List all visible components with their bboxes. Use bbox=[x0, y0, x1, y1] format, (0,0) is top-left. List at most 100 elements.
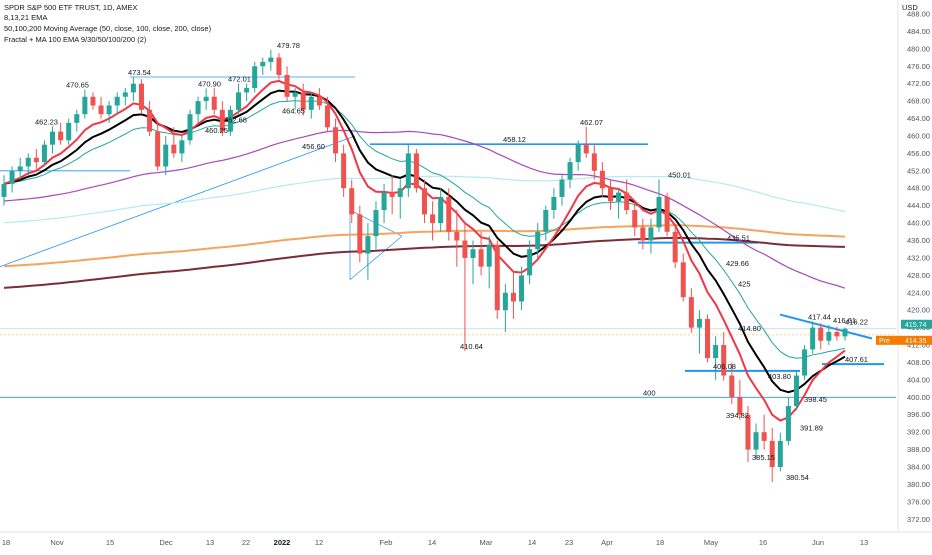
candle-body bbox=[810, 327, 816, 350]
candle-body bbox=[688, 297, 694, 328]
ma100-line bbox=[3, 175, 846, 224]
candle-body bbox=[438, 196, 444, 224]
price-annotation: 406.08 bbox=[713, 362, 736, 371]
candle-body bbox=[713, 345, 719, 359]
candle-body bbox=[591, 153, 597, 171]
candle-body bbox=[147, 109, 153, 132]
candle-body bbox=[50, 131, 56, 145]
wedge-upper-line bbox=[779, 313, 873, 340]
candle-body bbox=[486, 244, 492, 267]
candle-body bbox=[130, 83, 136, 93]
ma200-line bbox=[3, 236, 846, 289]
y-tick-label: 384.00 bbox=[907, 463, 930, 472]
y-tick-label: 464.00 bbox=[907, 114, 930, 123]
x-tick-label: 23 bbox=[565, 538, 573, 547]
candle-body bbox=[9, 170, 15, 184]
candle-body bbox=[640, 227, 646, 241]
candle-body bbox=[252, 66, 258, 89]
candle-body bbox=[389, 192, 395, 197]
price-annotation: 462.23 bbox=[35, 117, 58, 126]
y-tick-label: 452.00 bbox=[907, 166, 930, 175]
candle-body bbox=[777, 440, 783, 468]
candle-body bbox=[583, 144, 589, 154]
candle-body bbox=[381, 192, 387, 211]
candle-body bbox=[114, 96, 120, 106]
x-tick-label: Dec bbox=[159, 538, 173, 547]
y-tick-label: 420.00 bbox=[907, 306, 930, 315]
price-annotation: 456.60 bbox=[302, 142, 325, 151]
candle-body bbox=[179, 140, 185, 154]
price-annotation: 464.65 bbox=[282, 107, 305, 116]
candle-body bbox=[25, 157, 31, 167]
candles bbox=[1, 49, 848, 483]
candle-body bbox=[195, 101, 201, 115]
candle-body bbox=[834, 331, 840, 337]
candle-body bbox=[535, 231, 541, 250]
candle-body bbox=[365, 236, 371, 254]
candle-body bbox=[66, 122, 72, 141]
candle-body bbox=[397, 188, 403, 197]
candle-body bbox=[33, 157, 39, 163]
candle-body bbox=[648, 227, 654, 241]
y-tick-label: 388.00 bbox=[907, 445, 930, 454]
candle-body bbox=[567, 162, 573, 180]
candle-body bbox=[357, 214, 363, 254]
x-tick-label: Apr bbox=[601, 538, 613, 547]
candle-body bbox=[802, 349, 808, 376]
price-annotation: 450.01 bbox=[668, 170, 691, 179]
x-tick-label: 14 bbox=[528, 538, 536, 547]
candle-body bbox=[737, 397, 743, 415]
candle-body bbox=[430, 214, 436, 224]
candle-body bbox=[82, 96, 88, 115]
ema-legend[interactable]: 8,13,21 EMA bbox=[4, 13, 48, 22]
y-tick-label: 456.00 bbox=[907, 149, 930, 158]
candle-body bbox=[721, 345, 727, 376]
fractal-legend[interactable]: Fractal + MA 100 EMA 9/30/50/100/200 (2) bbox=[4, 35, 147, 44]
y-tick-label: 472.00 bbox=[907, 79, 930, 88]
y-tick-label: 468.00 bbox=[907, 97, 930, 106]
candle-body bbox=[106, 105, 112, 115]
candle-body bbox=[58, 131, 64, 141]
candle-body bbox=[454, 231, 460, 241]
last-price-text: 415.74 bbox=[905, 322, 927, 329]
price-badges: 415.74 Pre 414.35 bbox=[876, 319, 932, 345]
ma-legend[interactable]: 50,100,200 Moving Average (50, close, 10… bbox=[4, 24, 212, 33]
candle-body bbox=[227, 109, 233, 132]
price-annotation: 470.90 bbox=[198, 79, 221, 88]
x-tick-label: Nov bbox=[50, 538, 64, 547]
price-annotation: 460.25 bbox=[205, 126, 228, 135]
candle-body bbox=[373, 210, 379, 237]
price-annotation: 403.80 bbox=[768, 372, 791, 381]
candle-body bbox=[155, 131, 161, 167]
candle-body bbox=[519, 275, 525, 302]
y-tick-label: 372.00 bbox=[907, 515, 930, 524]
candle-body bbox=[122, 92, 128, 97]
candle-body bbox=[753, 432, 759, 450]
candle-body bbox=[680, 262, 686, 298]
candle-body bbox=[478, 249, 484, 267]
candle-body bbox=[470, 249, 476, 258]
candle-body bbox=[324, 105, 330, 128]
candle-body bbox=[826, 331, 832, 341]
candle-body bbox=[98, 105, 104, 115]
candle-body bbox=[502, 292, 508, 311]
x-tick-label: 22 bbox=[242, 538, 250, 547]
triangle-b bbox=[349, 235, 403, 280]
price-annotation: 400 bbox=[643, 388, 656, 397]
y-tick-label: 480.00 bbox=[907, 44, 930, 53]
price-annotation: 472.01 bbox=[228, 75, 251, 84]
price-annotation: 417.44 bbox=[808, 312, 831, 321]
candle-body bbox=[236, 92, 242, 110]
x-tick-label: May bbox=[704, 538, 718, 547]
price-annotation: 385.15 bbox=[752, 453, 775, 462]
candle-body bbox=[559, 179, 565, 197]
y-tick-label: 380.00 bbox=[907, 480, 930, 489]
grid-lines bbox=[0, 328, 896, 398]
x-tick-label: Feb bbox=[380, 538, 393, 547]
candle-body bbox=[333, 127, 339, 154]
y-tick-label: 460.00 bbox=[907, 131, 930, 140]
price-annotation: 398.45 bbox=[804, 395, 827, 404]
candle-body bbox=[842, 328, 848, 337]
